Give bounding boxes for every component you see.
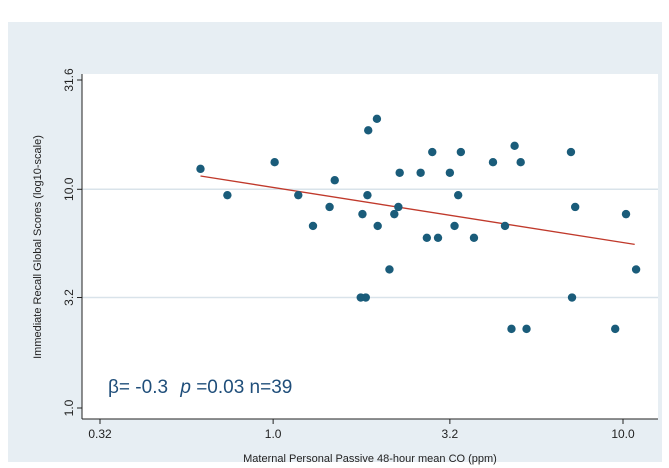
- data-point-10: [363, 190, 372, 200]
- x-ticks: 0.32 1.0 3.2 10.0: [88, 419, 635, 441]
- data-point-23: [450, 221, 459, 231]
- data-point-18: [416, 168, 425, 177]
- fit-line-group: [200, 175, 635, 246]
- data-point-4: [308, 221, 318, 231]
- x-tick-label-1: 1.0: [265, 427, 282, 441]
- data-point-29: [507, 324, 516, 334]
- y-tick-label-1: 3.2: [62, 289, 76, 306]
- x-tick-label-2: 3.2: [442, 427, 459, 441]
- data-point-21: [433, 233, 443, 243]
- y-axis-title: Immediate Recall Global Scores (log10-sc…: [32, 135, 44, 359]
- y-tick-label-0: 1.0: [62, 399, 76, 416]
- y-tick-label-2: 10.0: [62, 177, 76, 201]
- data-point-13: [373, 221, 382, 231]
- plot-area: [82, 74, 658, 419]
- data-point-14: [385, 265, 394, 274]
- data-point-6: [330, 176, 339, 185]
- data-point-8: [358, 209, 367, 219]
- data-point-16: [394, 202, 403, 212]
- data-point-17: [395, 168, 404, 177]
- fit-line: [200, 175, 635, 246]
- data-points: [196, 114, 641, 334]
- data-point-2: [270, 157, 279, 167]
- data-point-38: [631, 265, 641, 274]
- data-point-20: [428, 147, 437, 157]
- y-tick-label-3: 31.6: [62, 68, 76, 92]
- data-point-32: [522, 324, 531, 334]
- x-tick-label-0: 0.32: [88, 427, 112, 441]
- data-point-3: [294, 190, 303, 200]
- data-point-28: [500, 221, 510, 231]
- data-point-22: [445, 168, 455, 177]
- annotation-beta: β= -0.3: [108, 377, 168, 398]
- data-point-27: [488, 157, 498, 167]
- data-point-25: [456, 147, 466, 157]
- data-point-0: [196, 164, 205, 174]
- data-point-24: [453, 190, 463, 200]
- data-point-12: [372, 114, 382, 124]
- data-point-34: [567, 293, 577, 302]
- data-point-19: [422, 233, 432, 243]
- data-point-30: [510, 141, 519, 151]
- data-point-1: [223, 190, 232, 200]
- data-point-33: [566, 147, 576, 157]
- grid-lines: [82, 188, 658, 299]
- data-point-11: [364, 126, 373, 135]
- annotation-p-symbol: p: [179, 377, 191, 398]
- annotation-p-rest: =0.03 n=39: [196, 377, 292, 398]
- axes: [81, 74, 658, 420]
- x-tick-label-3: 10.0: [611, 427, 635, 441]
- data-point-31: [516, 157, 525, 167]
- regression-annotation: β= -0.3 p =0.03 n=39: [108, 377, 292, 398]
- x-axis-title: Maternal Personal Passive 48-hour mean C…: [243, 453, 497, 465]
- y-ticks: 1.0 3.2 10.0 31.6: [62, 68, 82, 416]
- data-point-36: [611, 324, 620, 334]
- data-point-5: [325, 202, 334, 212]
- data-point-37: [621, 209, 631, 219]
- data-point-9: [361, 293, 370, 302]
- data-point-15: [390, 209, 399, 219]
- data-point-26: [469, 233, 479, 243]
- data-point-35: [570, 202, 580, 212]
